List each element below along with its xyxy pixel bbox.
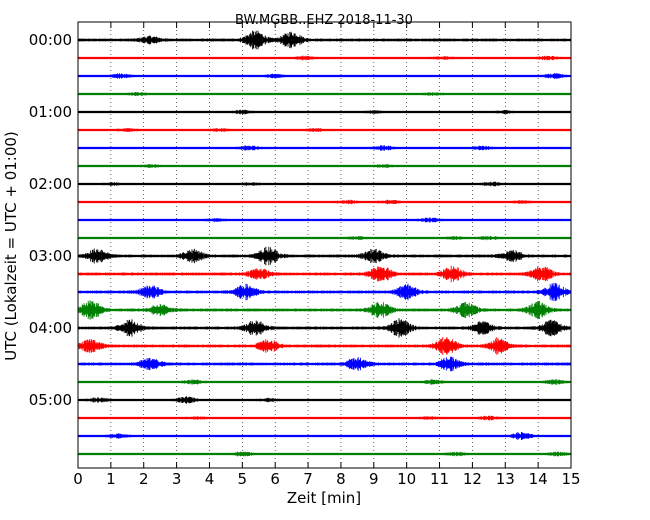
x-tick-label: 8 <box>336 470 346 488</box>
y-tick-label: 00:00 <box>29 31 72 49</box>
y-axis: 00:00 01:00 02:00 03:00 04:00 05:00 <box>29 31 571 409</box>
x-tick-label: 14 <box>529 470 548 488</box>
x-tick-label: 13 <box>496 470 515 488</box>
x-tick-label: 1 <box>106 470 116 488</box>
y-tick-label: 05:00 <box>29 391 72 409</box>
x-tick-label: 0 <box>73 470 83 488</box>
x-tick-label: 11 <box>430 470 449 488</box>
y-axis-label: UTC (Lokalzeit = UTC + 01:00) <box>2 131 20 361</box>
chart-title: BW.MGBB..EHZ 2018-11-30 <box>235 13 413 28</box>
x-tick-label: 7 <box>303 470 313 488</box>
y-tick-label: 01:00 <box>29 103 72 121</box>
x-axis: 0 1 2 3 4 5 6 7 8 9 10 11 12 13 14 15 <box>73 22 581 488</box>
y-tick-label: 02:00 <box>29 175 72 193</box>
y-tick-label: 03:00 <box>29 247 72 265</box>
trace-group <box>77 30 572 457</box>
x-tick-label: 12 <box>463 470 482 488</box>
x-tick-label: 4 <box>205 470 215 488</box>
x-tick-label: 9 <box>369 470 379 488</box>
x-tick-label: 5 <box>238 470 248 488</box>
y-tick-label: 04:00 <box>29 319 72 337</box>
x-tick-label: 6 <box>270 470 280 488</box>
x-tick-label: 15 <box>561 470 580 488</box>
x-tick-label: 3 <box>172 470 182 488</box>
plot-frame <box>77 21 572 469</box>
x-tick-label: 2 <box>139 470 149 488</box>
x-axis-label: Zeit [min] <box>287 489 361 507</box>
x-tick-label: 10 <box>397 470 416 488</box>
